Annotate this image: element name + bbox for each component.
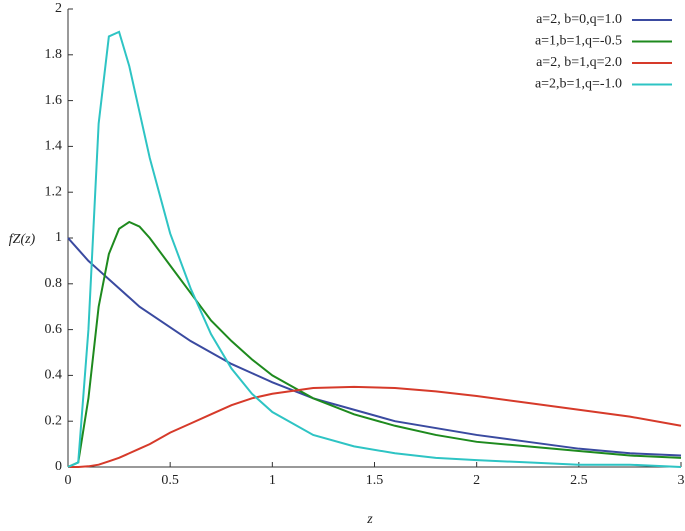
x-axis-label: z [366,512,373,527]
y-tick-label: 1.8 [45,47,63,62]
y-tick-label: 1 [55,230,62,245]
x-tick-label: 3 [678,473,685,488]
series-line [67,237,682,457]
y-tick-label: 0.8 [45,276,63,291]
x-tick-label: 1 [269,473,276,488]
x-tick-label: 0 [65,473,72,488]
y-tick-label: 0.6 [45,322,63,337]
y-tick-label: 2 [55,1,62,16]
legend-label: a=2, b=0,q=1.0 [536,12,622,27]
x-tick-label: 2.5 [570,473,588,488]
y-axis-label: fZ(z) [9,232,36,247]
y-tick-label: 0.4 [45,368,63,383]
series-line [67,220,682,468]
y-tick-label: 1.2 [45,184,63,199]
y-tick-label: 1.6 [45,93,63,108]
y-tick-label: 0.2 [45,413,63,428]
series-line [68,385,682,468]
legend-label: a=2,b=1,q=-1.0 [535,77,622,92]
x-tick-label: 1.5 [366,473,384,488]
x-tick-label: 0.5 [161,473,179,488]
y-tick-label: 0 [55,459,62,474]
legend-label: a=1,b=1,q=-0.5 [535,34,622,49]
legend-label: a=2, b=1,q=2.0 [536,55,622,70]
x-tick-label: 2 [473,473,480,488]
series-line [67,30,682,468]
y-tick-label: 1.4 [45,139,63,154]
